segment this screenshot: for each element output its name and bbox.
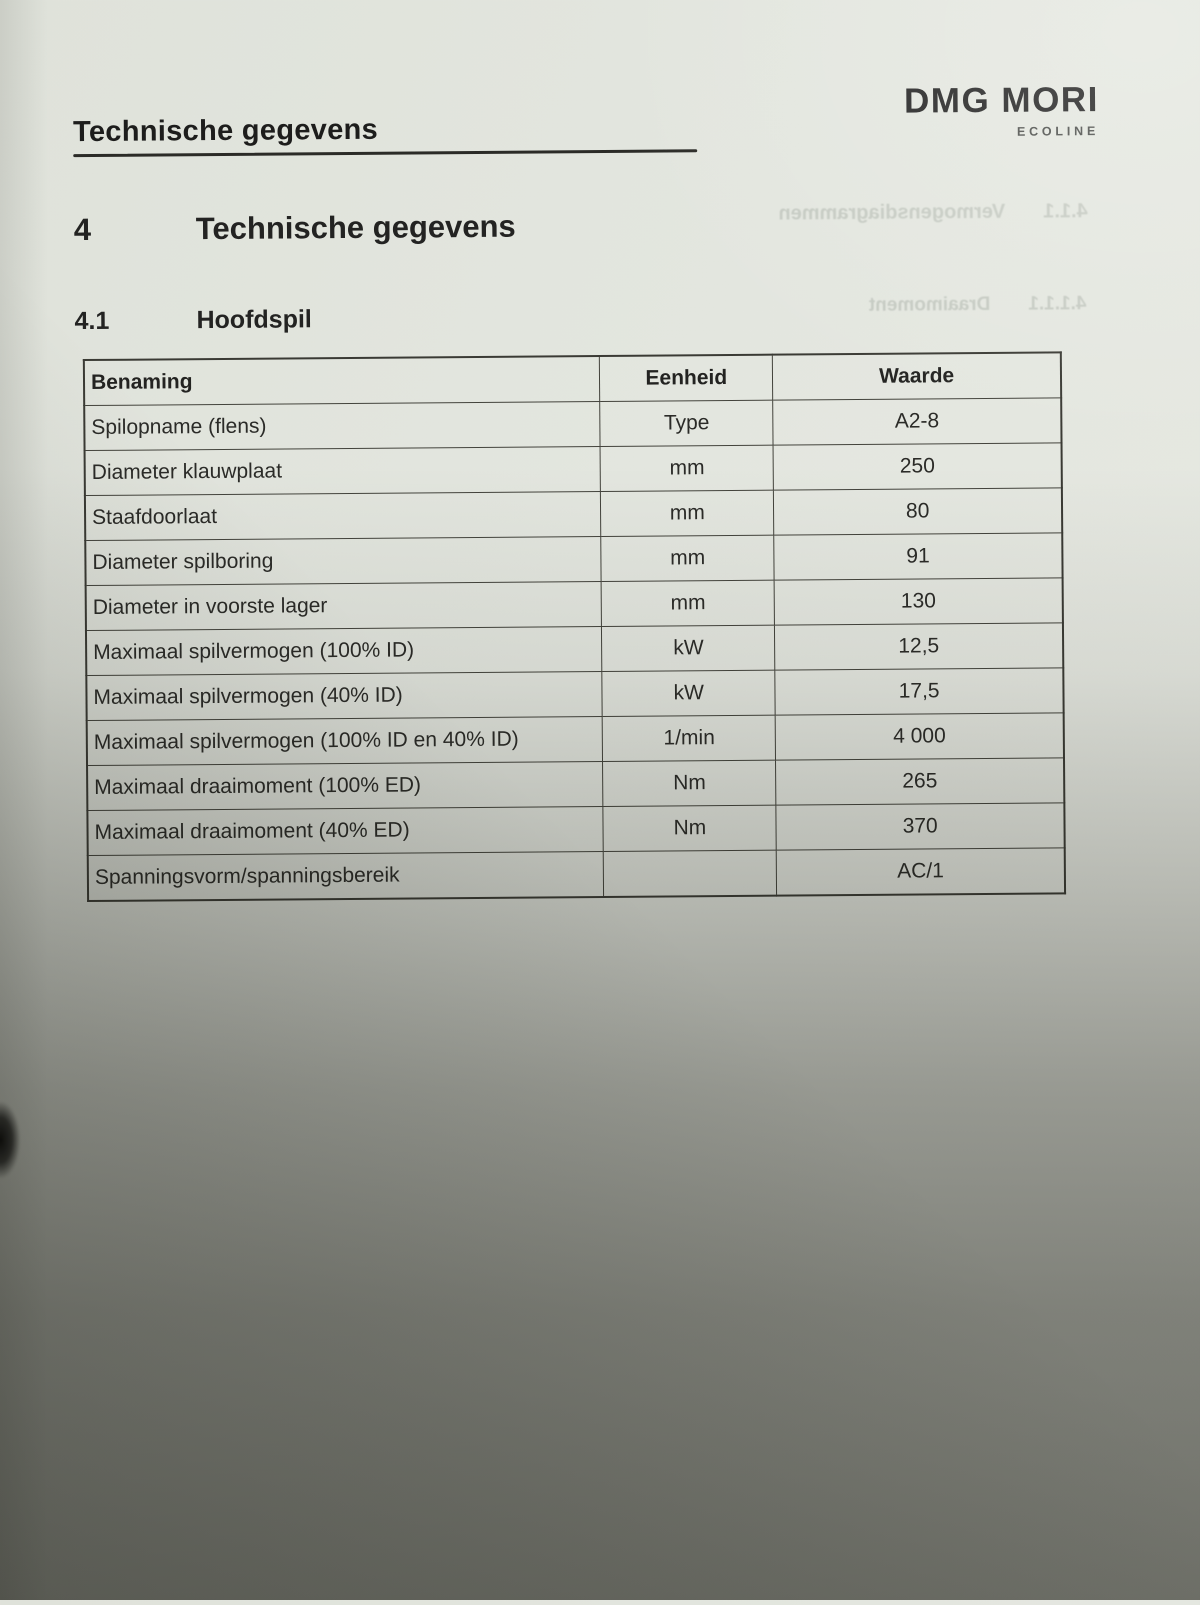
cell-benaming: Maximaal draaimoment (100% ED) [87,761,604,811]
cell-eenheid: Type [600,400,774,447]
cell-benaming: Maximaal spilvermogen (100% ID en 40% ID… [86,716,603,766]
subsection-heading: 4.1 Hoofdspil [74,305,311,336]
cell-eenheid: Nm [602,760,777,807]
cell-benaming: Maximaal draaimoment (40% ED) [87,806,604,856]
spec-table: Benaming Eenheid Waarde Spilopname (flen… [82,351,1067,903]
table-row: Maximaal spilvermogen (40% ID) kW 17,5 [86,667,1064,721]
dmg-mori-logo: DMG MORI [903,80,1099,121]
cell-benaming: Diameter in voorste lager [85,581,602,631]
cell-waarde: 370 [776,802,1065,851]
header-rule [73,149,698,158]
column-header-benaming: Benaming [83,355,601,406]
bleedthrough-title: Draaimoment [868,293,991,316]
table-row: Diameter spilboring mm 91 [85,532,1063,586]
section-number: 4 [73,211,92,248]
cell-waarde: A2-8 [772,397,1062,446]
cell-waarde: 91 [774,532,1063,581]
cell-eenheid: mm [601,535,775,582]
cell-eenheid [603,850,777,897]
section-heading: 4 Technische gegevens [74,209,516,248]
cell-eenheid: mm [600,490,775,537]
brand-block: DMG MORI ECOLINE [904,80,1099,140]
subsection-number: 4.1 [74,306,110,336]
cell-eenheid: 1/min [602,715,776,762]
column-header-waarde: Waarde [772,352,1062,401]
table-row: Staafdoorlaat mm 80 [84,487,1063,541]
cell-waarde: 17,5 [775,667,1064,716]
cell-benaming: Maximaal spilvermogen (40% ID) [86,671,603,721]
cell-eenheid: kW [601,625,776,672]
cell-waarde: 12,5 [774,622,1064,671]
table-row: Maximaal spilvermogen (100% ID en 40% ID… [86,712,1064,766]
subsection-title: Hoofdspil [196,305,312,335]
cell-benaming: Staafdoorlaat [84,491,602,541]
bleedthrough-title: Vermogensdiagrammen [778,200,1006,225]
cell-benaming: Diameter klauwplaat [84,446,601,496]
cell-benaming: Diameter spilboring [85,536,602,586]
table-row: Spanningsvorm/spanningsbereik AC/1 [87,847,1066,902]
ecoline-subbrand: ECOLINE [1016,124,1100,139]
cell-waarde: AC/1 [776,847,1066,896]
cell-eenheid: Nm [603,805,777,852]
cell-benaming: Spilopname (flens) [84,401,601,451]
section-title: Technische gegevens [195,208,516,247]
binder-notch [0,1102,20,1178]
cell-eenheid: mm [601,580,775,627]
column-header-eenheid: Eenheid [599,354,773,402]
cell-waarde: 265 [775,757,1065,806]
cell-waarde: 4 000 [775,712,1064,761]
bleedthrough-number: 4.1.1 [1043,200,1088,223]
bleedthrough-number: 4.1.1.1 [1028,293,1087,315]
table-row: Spilopname (flens) Type A2-8 [84,397,1062,451]
cell-eenheid: mm [600,445,774,492]
cell-benaming: Maximaal spilvermogen (100% ID) [85,626,603,676]
cell-waarde: 80 [773,487,1063,536]
bleedthrough-line-1: 4.1.1 Vermogensdiagrammen [696,200,1088,226]
running-header: Technische gegevens [72,113,379,149]
table-row: Maximaal spilvermogen (100% ID) kW 12,5 [85,622,1064,676]
table-header-row: Benaming Eenheid Waarde [83,352,1062,406]
bleedthrough-line-2: 4.1.1.1 Draaimoment [824,293,1087,317]
table-row: Diameter in voorste lager mm 130 [85,577,1063,631]
cell-eenheid: kW [602,670,776,717]
table-row: Maximaal draaimoment (100% ED) Nm 265 [87,757,1065,811]
table-row: Maximaal draaimoment (40% ED) Nm 370 [87,802,1065,856]
table-row: Diameter klauwplaat mm 250 [84,442,1062,496]
cell-benaming: Spanningsvorm/spanningsbereik [87,851,604,902]
cell-waarde: 130 [774,577,1063,626]
cell-waarde: 250 [773,442,1062,491]
